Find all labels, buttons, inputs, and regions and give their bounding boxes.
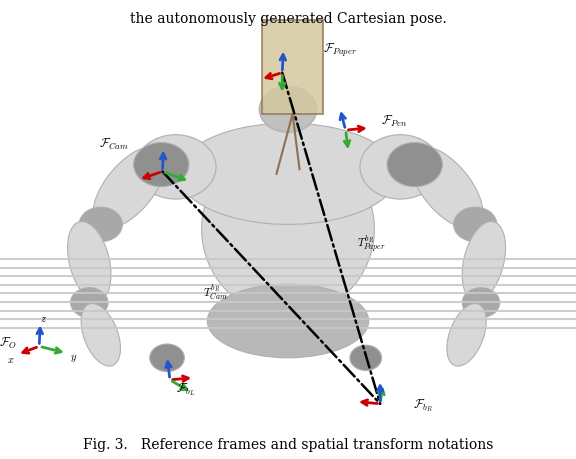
Ellipse shape	[447, 304, 486, 366]
Text: $z$: $z$	[40, 313, 47, 323]
Ellipse shape	[462, 222, 506, 301]
Ellipse shape	[81, 304, 120, 366]
Text: Fig. 3.   Reference frames and spatial transform notations: Fig. 3. Reference frames and spatial tra…	[83, 437, 493, 451]
Text: $\mathcal{F}_O$: $\mathcal{F}_O$	[0, 336, 17, 350]
Text: $T^{b_R}_{Cam}$: $T^{b_R}_{Cam}$	[203, 282, 228, 301]
Text: $T^{b_R}_{Paper}$: $T^{b_R}_{Paper}$	[357, 234, 385, 255]
Text: $\mathcal{F}_{Paper}$: $\mathcal{F}_{Paper}$	[323, 42, 357, 59]
Ellipse shape	[207, 285, 369, 358]
Text: $\mathcal{F}_{b_R}$: $\mathcal{F}_{b_R}$	[414, 397, 433, 413]
Ellipse shape	[387, 143, 442, 187]
Polygon shape	[262, 21, 323, 115]
Text: $\mathcal{F}_{Pen}$: $\mathcal{F}_{Pen}$	[381, 114, 408, 129]
Text: $x$: $x$	[7, 354, 14, 364]
Ellipse shape	[462, 288, 499, 318]
Ellipse shape	[70, 288, 108, 318]
Text: the autonomously generated Cartesian pose.: the autonomously generated Cartesian pos…	[130, 11, 446, 25]
Text: $y$: $y$	[70, 352, 77, 363]
Ellipse shape	[259, 87, 317, 133]
Ellipse shape	[67, 222, 111, 301]
Ellipse shape	[179, 124, 397, 225]
Text: $\mathcal{F}_{b_L}$: $\mathcal{F}_{b_L}$	[176, 381, 196, 397]
Ellipse shape	[79, 207, 122, 242]
Ellipse shape	[410, 147, 483, 229]
Ellipse shape	[93, 147, 166, 229]
Ellipse shape	[150, 344, 184, 372]
Ellipse shape	[350, 345, 381, 371]
Ellipse shape	[453, 207, 497, 242]
Ellipse shape	[134, 143, 189, 187]
Ellipse shape	[202, 142, 374, 317]
Ellipse shape	[360, 135, 441, 200]
Ellipse shape	[135, 135, 216, 200]
Text: $\mathcal{F}_{Cam}$: $\mathcal{F}_{Cam}$	[98, 137, 128, 152]
